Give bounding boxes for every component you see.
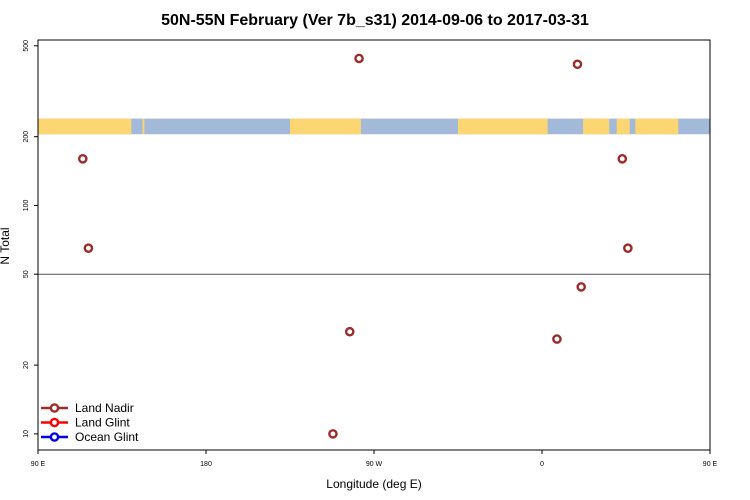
legend-item: Land Glint (41, 416, 130, 430)
data-point (344, 326, 355, 337)
land-segment (635, 118, 679, 135)
x-tick-label: 90 E (31, 461, 46, 468)
land-segment (583, 118, 610, 135)
data-point (78, 154, 88, 164)
legend-item: Land Nadir (41, 401, 134, 415)
data-point (552, 334, 562, 344)
y-axis-label: N Total (0, 227, 12, 264)
land-segment (38, 118, 132, 135)
legend-label: Land Glint (75, 416, 130, 430)
x-tick-label: 90 W (366, 461, 383, 468)
data-point (576, 282, 587, 292)
legend-label: Land Nadir (75, 401, 134, 415)
land-segment (142, 118, 145, 135)
data-point (83, 243, 94, 253)
legend-marker (49, 403, 60, 413)
legend-marker (49, 432, 60, 442)
x-tick-label: 180 (200, 461, 212, 468)
legend-item: Ocean Glint (41, 430, 139, 444)
y-tick-label: 100 (23, 200, 30, 212)
x-tick-label: 0 (540, 461, 544, 468)
y-tick-label: 200 (23, 131, 30, 143)
land-segment (290, 118, 361, 135)
x-axis: 90 E 180 90 W 0 90 E (31, 450, 718, 468)
data-point (617, 154, 628, 164)
data-points (78, 53, 633, 439)
land-segment (616, 118, 630, 135)
x-tick-label: 90 E (703, 461, 718, 468)
y-axis: 10 20 50 100 200 500 (23, 40, 38, 438)
data-point (623, 243, 633, 253)
y-tick-label: 20 (23, 361, 30, 369)
data-point (354, 53, 364, 64)
chart-title: 50N-55N February (Ver 7b_s31) 2014-09-06… (161, 12, 589, 29)
data-point (328, 429, 338, 439)
x-axis-label: Longitude (deg E) (326, 477, 421, 491)
y-tick-label: 500 (23, 40, 30, 52)
y-tick-label: 10 (23, 430, 30, 438)
land-segment (458, 118, 548, 135)
land-ocean-band (38, 118, 710, 135)
plot-frame (37, 39, 711, 451)
legend-marker (49, 417, 60, 428)
legend-label: Ocean Glint (75, 430, 139, 444)
y-tick-label: 50 (23, 270, 30, 278)
data-point (572, 59, 583, 70)
